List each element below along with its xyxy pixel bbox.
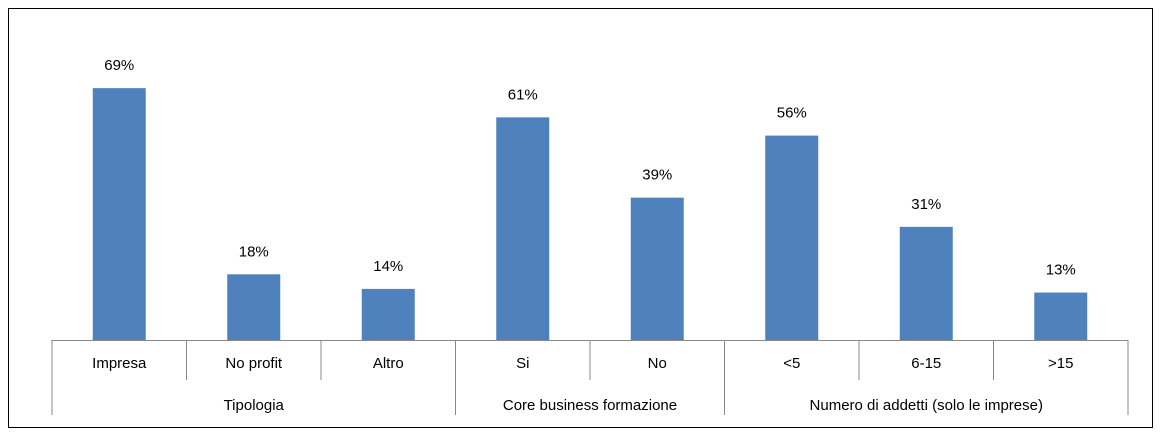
value-label: 13% bbox=[1046, 262, 1076, 279]
bar bbox=[1034, 292, 1088, 340]
x-tick-label: No profit bbox=[225, 355, 283, 372]
group-label: Numero di addetti (solo le imprese) bbox=[810, 397, 1043, 414]
value-label: 31% bbox=[911, 196, 941, 213]
bar bbox=[496, 117, 550, 340]
value-label: 14% bbox=[373, 258, 403, 275]
group-label: Tipologia bbox=[224, 397, 285, 414]
bar bbox=[630, 197, 684, 340]
value-label: 18% bbox=[239, 243, 269, 260]
value-label: 56% bbox=[777, 105, 807, 122]
x-tick-label: >15 bbox=[1048, 355, 1073, 372]
group-label: Core business formazione bbox=[503, 397, 677, 414]
x-tick-label: Si bbox=[516, 355, 529, 372]
x-tick-label: 6-15 bbox=[911, 355, 941, 372]
x-tick-label: Altro bbox=[373, 355, 404, 372]
bar bbox=[92, 88, 146, 341]
chart-frame bbox=[8, 8, 1153, 428]
bar bbox=[361, 288, 415, 340]
bar bbox=[899, 226, 953, 340]
x-tick-label: Impresa bbox=[92, 355, 147, 372]
value-label: 61% bbox=[508, 86, 538, 103]
x-tick-label: No bbox=[648, 355, 667, 372]
value-label: 69% bbox=[104, 57, 134, 74]
x-tick-label: <5 bbox=[783, 355, 800, 372]
bar bbox=[765, 135, 819, 340]
value-label: 39% bbox=[642, 167, 672, 184]
bar bbox=[227, 274, 281, 340]
